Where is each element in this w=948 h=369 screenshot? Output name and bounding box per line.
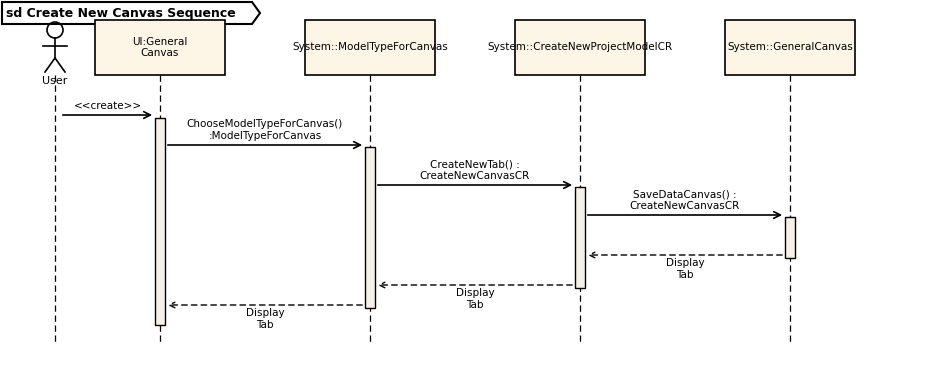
Text: ChooseModelTypeForCanvas()
:ModelTypeForCanvas: ChooseModelTypeForCanvas() :ModelTypeFor… bbox=[187, 120, 343, 141]
Bar bbox=[785, 217, 795, 258]
Bar bbox=[365, 147, 375, 308]
Text: Display
Tab: Display Tab bbox=[246, 308, 284, 330]
Text: User: User bbox=[43, 76, 67, 86]
Bar bbox=[575, 187, 585, 288]
Bar bbox=[515, 20, 645, 75]
Text: Display
Tab: Display Tab bbox=[665, 258, 704, 280]
Text: System::CreateNewProjectModelCR: System::CreateNewProjectModelCR bbox=[487, 42, 672, 52]
Bar bbox=[305, 20, 435, 75]
Bar bbox=[95, 20, 225, 75]
Text: System::GeneralCanvas: System::GeneralCanvas bbox=[727, 42, 853, 52]
Text: SaveDataCanvas() :
CreateNewCanvasCR: SaveDataCanvas() : CreateNewCanvasCR bbox=[629, 189, 740, 211]
Text: sd Create New Canvas Sequence: sd Create New Canvas Sequence bbox=[6, 7, 236, 20]
Text: <<create>>: <<create>> bbox=[73, 101, 141, 111]
Text: Display
Tab: Display Tab bbox=[456, 288, 494, 310]
Text: System::ModelTypeForCanvas: System::ModelTypeForCanvas bbox=[292, 42, 447, 52]
Bar bbox=[725, 20, 855, 75]
Text: CreateNewTab() :
CreateNewCanvasCR: CreateNewTab() : CreateNewCanvasCR bbox=[420, 159, 530, 181]
Text: UI:General
Canvas: UI:General Canvas bbox=[133, 37, 188, 58]
Bar bbox=[155, 118, 165, 325]
